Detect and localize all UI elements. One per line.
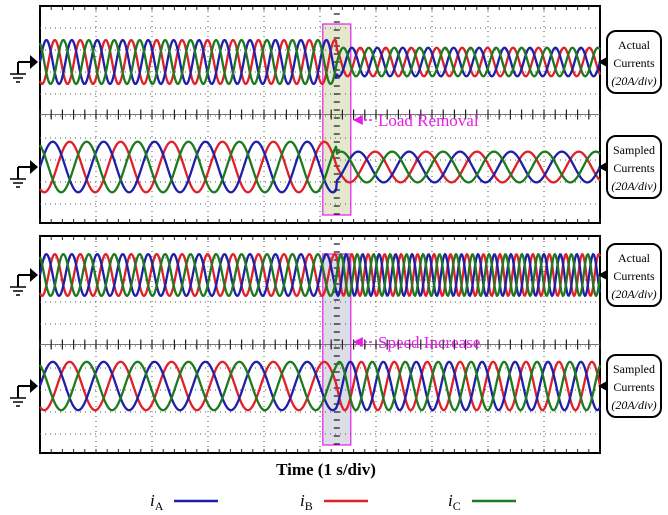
trace-label-line: Actual	[618, 251, 651, 265]
trace-label-line: Currents	[613, 269, 655, 283]
waveform-trace	[38, 360, 602, 412]
legend-label: iB	[300, 491, 313, 513]
series-iA-line	[38, 140, 602, 194]
legend: iA iB iC	[150, 491, 516, 513]
trace-label: Actual Currents (20A/div)	[606, 30, 662, 94]
trace-label-line: Currents	[613, 56, 655, 70]
ground-marker-icon	[10, 379, 38, 407]
annotation-arrowhead-icon	[352, 115, 363, 125]
series-iA-line	[38, 252, 602, 298]
trace-label-box	[606, 30, 662, 94]
series-iB-line	[38, 252, 602, 298]
trace-label: Actual Currents (20A/div)	[606, 243, 662, 307]
series-iB-line	[39, 140, 601, 194]
series-iC-line	[39, 360, 602, 412]
trace-label-box	[606, 243, 662, 307]
waveform-trace	[38, 140, 602, 194]
trace-label-line: (20A/div)	[611, 74, 656, 88]
series-iA-line	[38, 38, 602, 86]
trace-arrow-icon	[598, 381, 607, 391]
legend-entry-A: iA	[150, 491, 218, 513]
annotation-arrowhead-icon	[352, 337, 363, 347]
trace-arrow-icon	[598, 57, 607, 67]
trace-label: Sampled Currents (20A/div)	[606, 135, 662, 199]
series-iA-line	[38, 360, 602, 412]
trace-label-line: (20A/div)	[611, 179, 656, 193]
trace-label-box	[606, 354, 662, 418]
event-annotation: Speed Increase	[352, 333, 480, 352]
trace-label: Sampled Currents (20A/div)	[606, 354, 662, 418]
series-iB-line	[39, 360, 602, 412]
series-iC-line	[38, 38, 601, 86]
legend-label: iA	[150, 491, 164, 513]
waveform-trace	[38, 252, 602, 298]
trace-label-line: Actual	[618, 38, 651, 52]
ground-marker-icon	[10, 55, 38, 83]
legend-entry-C: iC	[448, 491, 516, 513]
trace-label-line: Currents	[613, 161, 655, 175]
trace-label-box	[606, 135, 662, 199]
legend-entry-B: iB	[300, 491, 368, 513]
x-axis-label: Time (1 s/div)	[276, 460, 376, 479]
series-iC-line	[39, 140, 601, 194]
trace-label-line: (20A/div)	[611, 287, 656, 301]
trace-arrow-icon	[598, 270, 607, 280]
series-iB-line	[38, 38, 602, 86]
event-annotation: Load Removal	[352, 111, 479, 130]
annotation-label: Load Removal	[378, 111, 479, 130]
trace-label-line: Currents	[613, 380, 655, 394]
ground-marker-icon	[10, 268, 38, 296]
trace-arrow-icon	[598, 162, 607, 172]
trace-label-line: (20A/div)	[611, 398, 656, 412]
series-iC-line	[38, 252, 602, 298]
trace-label-line: Sampled	[613, 143, 655, 157]
waveform-trace	[38, 38, 602, 86]
trace-label-line: Sampled	[613, 362, 655, 376]
ground-marker-icon	[10, 160, 38, 188]
legend-label: iC	[448, 491, 461, 513]
annotation-label: Speed Increase	[378, 333, 480, 352]
